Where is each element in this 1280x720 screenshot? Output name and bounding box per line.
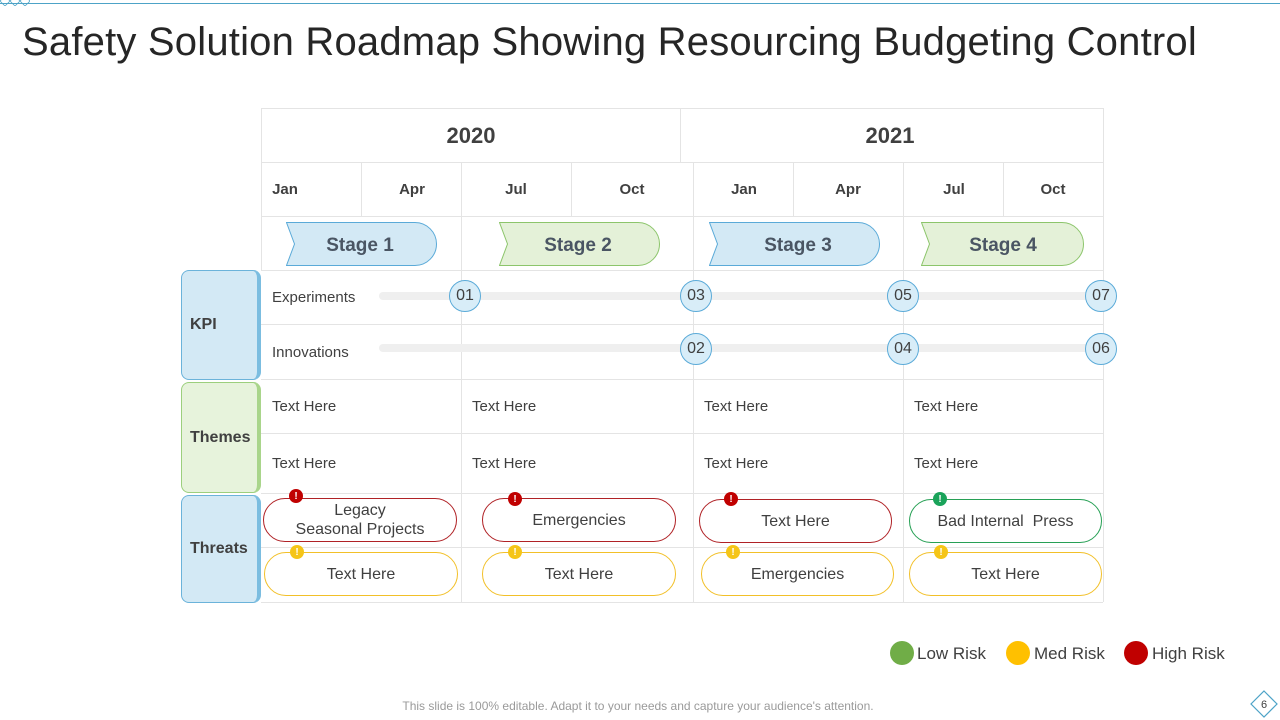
high-risk-legend-label: High Risk — [1152, 644, 1225, 663]
theme-cell: Text Here — [704, 398, 769, 415]
theme-cell: Text Here — [272, 455, 337, 472]
footer-note: This slide is 100% editable. Adapt it to… — [402, 699, 874, 713]
stage-2-label: Stage 2 — [544, 235, 612, 256]
row-header-themes: Themes — [181, 382, 261, 493]
threat-pill-text: Seasonal Projects — [295, 521, 425, 538]
stage-3-label: Stage 3 — [764, 235, 832, 256]
milestone-marker: 06 — [1085, 333, 1117, 365]
kpi-innovations-label: Innovations — [272, 344, 349, 361]
threat-pill-med-risk: Emergencies — [701, 552, 894, 596]
high-risk-alert-icon: ! — [508, 492, 522, 506]
high-risk-alert-icon: ! — [289, 489, 303, 503]
month-header: Apr — [399, 181, 425, 198]
theme-cell: Text Here — [472, 455, 537, 472]
threat-pill-high-risk: Legacy Seasonal Projects — [263, 498, 457, 542]
threat-pill-high-risk: Text Here — [699, 499, 892, 543]
theme-cell: Text Here — [914, 398, 979, 415]
low-risk-legend-dot — [890, 641, 914, 665]
stage-3-banner: Stage 3 — [709, 222, 880, 266]
threat-pill-text: Text Here — [544, 565, 614, 583]
year-2020-header: 2020 — [446, 123, 496, 148]
theme-cell: Text Here — [704, 455, 769, 472]
med-risk-legend-dot — [1006, 641, 1030, 665]
milestone-marker: 03 — [680, 280, 712, 312]
year-2021-header: 2021 — [865, 123, 915, 148]
med-risk-alert-icon: ! — [290, 545, 304, 559]
month-header: Oct — [1040, 181, 1066, 198]
slide-title: Safety Solution Roadmap Showing Resourci… — [22, 20, 1197, 64]
stage-4-banner: Stage 4 — [921, 222, 1084, 266]
month-header: Jul — [943, 181, 965, 198]
row-header-kpi: KPI — [181, 270, 261, 380]
milestone-marker: 07 — [1085, 280, 1117, 312]
theme-cell: Text Here — [472, 398, 537, 415]
med-risk-alert-icon: ! — [726, 545, 740, 559]
med-risk-legend-label: Med Risk — [1034, 644, 1105, 663]
high-risk-alert-icon: ! — [724, 492, 738, 506]
row-header-kpi-label: KPI — [190, 316, 217, 333]
high-risk-legend-dot — [1124, 641, 1148, 665]
top-rule — [0, 3, 1280, 4]
row-header-threats: Threats — [181, 495, 261, 603]
med-risk-alert-icon: ! — [934, 545, 948, 559]
milestone-marker: 05 — [887, 280, 919, 312]
month-header: Oct — [619, 181, 645, 198]
milestone-marker: 01 — [449, 280, 481, 312]
stage-1-label: Stage 1 — [326, 235, 394, 256]
threat-pill-med-risk: Text Here — [482, 552, 676, 596]
theme-cell: Text Here — [272, 398, 337, 415]
threat-pill-text: Text Here — [326, 565, 396, 583]
threat-pill-text: Bad Internal Press — [937, 512, 1074, 530]
kpi-experiments-label: Experiments — [272, 289, 356, 306]
row-header-threats-label: Threats — [190, 540, 248, 557]
page-number: 6 — [1261, 699, 1267, 711]
threat-pill-text: Emergencies — [750, 565, 845, 583]
milestone-marker: 02 — [680, 333, 712, 365]
threat-pill-med-risk: Text Here — [909, 552, 1102, 596]
page-number-badge: 6 — [1250, 690, 1278, 718]
diamond-pattern-icon — [0, 0, 30, 6]
threat-pill-low-risk: Bad Internal Press — [909, 499, 1102, 543]
threat-pill-text: Emergencies — [532, 511, 626, 529]
threat-pill-text: Legacy — [334, 502, 386, 519]
stage-2-banner: Stage 2 — [499, 222, 660, 266]
month-header: Jan — [731, 181, 757, 198]
low-risk-alert-icon: ! — [933, 492, 947, 506]
low-risk-legend-label: Low Risk — [917, 644, 986, 663]
experiments-track — [379, 292, 1101, 300]
innovations-track — [379, 344, 1101, 352]
threat-pill-text: Text Here — [761, 512, 830, 530]
month-header: Jan — [272, 181, 298, 198]
med-risk-alert-icon: ! — [508, 545, 522, 559]
stage-1-banner: Stage 1 — [286, 222, 437, 266]
stage-4-label: Stage 4 — [969, 235, 1037, 256]
row-header-themes-label: Themes — [190, 428, 251, 446]
month-header: Jul — [505, 181, 527, 198]
month-header: Apr — [835, 181, 861, 198]
theme-cell: Text Here — [914, 455, 979, 472]
milestone-marker: 04 — [887, 333, 919, 365]
threat-pill-text: Text Here — [971, 565, 1040, 583]
threat-pill-med-risk: Text Here — [264, 552, 458, 596]
